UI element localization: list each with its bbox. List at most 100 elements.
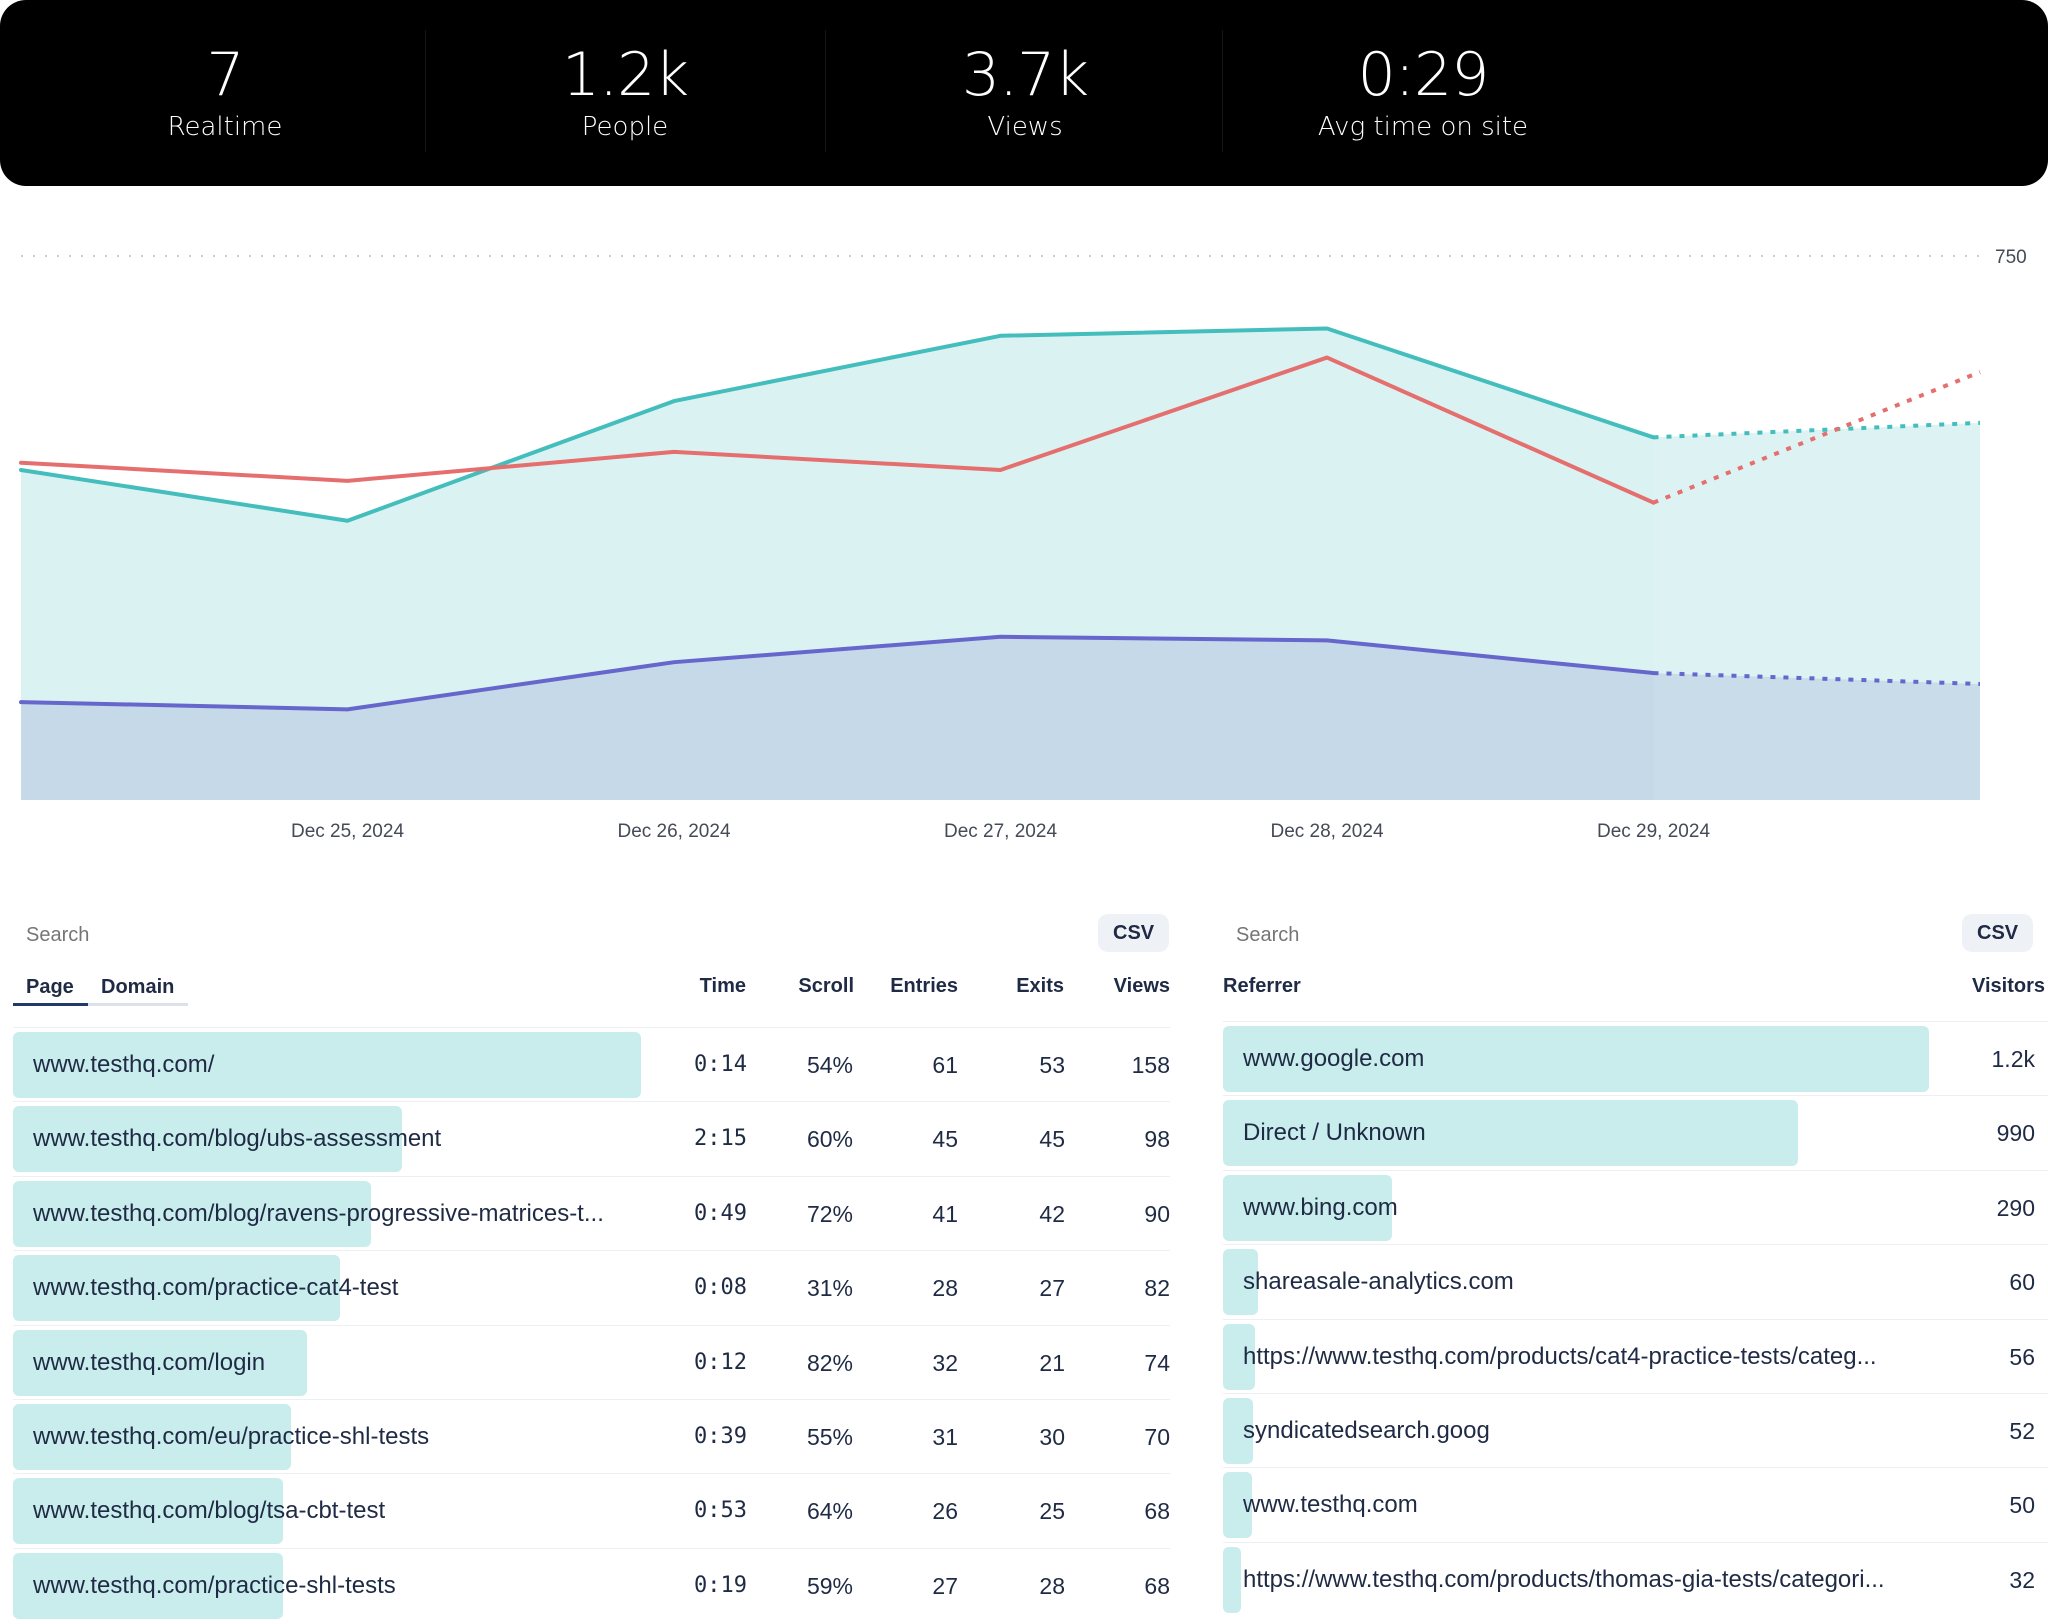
stat-divider	[425, 30, 427, 152]
referrer-name[interactable]: www.google.com	[1243, 1045, 1425, 1072]
page-url[interactable]: www.testhq.com/	[33, 1051, 215, 1078]
page-url[interactable]: www.testhq.com/blog/tsa-cbt-test	[33, 1497, 386, 1525]
exits-cell: 30	[1039, 1424, 1065, 1450]
page-url[interactable]: www.testhq.com/practice-shl-tests	[33, 1571, 396, 1599]
col-visitors-header[interactable]: Visitors	[1972, 975, 2045, 997]
table-row[interactable]: shareasale-analytics.com 60	[1223, 1244, 2048, 1318]
col-referrer-header[interactable]: Referrer	[1223, 975, 1301, 997]
col-exits-header[interactable]: Exits	[1016, 975, 1064, 997]
table-row[interactable]: Direct / Unknown 990	[1223, 1095, 2048, 1169]
stat-value: 0:29	[1357, 40, 1490, 110]
col-views-header[interactable]: Views	[1113, 975, 1170, 997]
stat-value: 1.2k	[561, 40, 689, 110]
views-cell: 158	[1131, 1052, 1170, 1078]
table-row[interactable]: syndicatedsearch.goog 52	[1223, 1393, 2048, 1467]
scroll-cell: 60%	[806, 1126, 853, 1153]
stat-avg-time[interactable]: 0:29 Avg time on site	[1223, 0, 1623, 160]
entries-cell: 31	[932, 1424, 958, 1450]
entries-cell: 32	[932, 1349, 958, 1376]
series-0-line[interactable]	[19, 326, 1656, 523]
entries-cell: 41	[932, 1200, 958, 1227]
referrer-name[interactable]: Direct / Unknown	[1243, 1119, 1426, 1147]
visitors-bar	[1223, 1398, 1254, 1464]
entries-cell: 61	[932, 1052, 958, 1078]
visitors-cell: 1.2k	[1991, 1046, 2035, 1072]
visitors-cell: 290	[1996, 1194, 2035, 1221]
stat-realtime[interactable]: 7 Realtime	[25, 0, 425, 160]
table-row[interactable]: www.testhq.com/blog/ravens-progressive-m…	[13, 1175, 1170, 1250]
stat-divider	[1222, 30, 1224, 152]
x-tick-label: Dec 29, 2024	[1597, 821, 1710, 842]
series-2-forecast	[1653, 671, 1981, 686]
stat-views[interactable]: 3.7k Views	[825, 0, 1225, 160]
scroll-cell: 55%	[806, 1424, 853, 1450]
referrers-search-input[interactable]	[1236, 920, 1636, 950]
chart-lines	[19, 326, 1981, 712]
page-url[interactable]: www.testhq.com/blog/ubs-assessment	[33, 1125, 442, 1153]
pages-search-input[interactable]	[26, 920, 426, 950]
referrer-name[interactable]: www.testhq.com	[1243, 1491, 1418, 1519]
tab-page[interactable]: Page	[26, 976, 74, 998]
table-row[interactable]: www.testhq.com/practice-shl-tests 0:19 59%…	[13, 1547, 1170, 1622]
stat-people[interactable]: 1.2k People	[425, 0, 825, 160]
visitors-cell: 32	[2009, 1566, 2035, 1593]
tab-domain[interactable]: Domain	[101, 976, 175, 998]
col-entries-header[interactable]: Entries	[890, 975, 958, 997]
scroll-cell: 59%	[806, 1572, 853, 1599]
page-url[interactable]: www.testhq.com/practice-cat4-test	[33, 1274, 399, 1302]
views-cell: 82	[1144, 1275, 1170, 1302]
series-2-line[interactable]	[19, 634, 1656, 712]
table-row[interactable]: https://www.testhq.com/products/cat4-pra…	[1223, 1318, 2048, 1393]
traffic-chart[interactable]: 750 Dec 25, 2024 Dec 26, 2024 Dec 27, 2024…	[0, 220, 2048, 860]
views-bar	[13, 1404, 292, 1470]
series-1-line[interactable]	[19, 355, 1656, 505]
page-url[interactable]: www.testhq.com/login	[33, 1348, 266, 1376]
referrer-name[interactable]: syndicatedsearch.goog	[1243, 1417, 1490, 1444]
referrer-name[interactable]: https://www.testhq.com/products/cat4-pra…	[1243, 1342, 1877, 1370]
table-row[interactable]: www.testhq.com/practice-cat4-test 0:08 31%…	[13, 1250, 1170, 1324]
tab-page-underline	[13, 1003, 88, 1006]
exits-cell: 28	[1039, 1572, 1065, 1599]
scroll-cell: 64%	[806, 1498, 853, 1525]
series-2-area	[21, 636, 1980, 800]
table-row[interactable]: www.testhq.com/blog/ubs-assessment 2:15 60…	[13, 1101, 1170, 1175]
table-row[interactable]: www.testhq.com 50	[1223, 1467, 2048, 1541]
table-row[interactable]: https://www.testhq.com/products/thomas-g…	[1223, 1541, 2048, 1616]
forecast-region	[1653, 256, 1980, 800]
time-cell: 2:15	[694, 1126, 747, 1152]
visitors-bar	[1223, 1249, 1259, 1316]
stat-label: Avg time on site	[1317, 112, 1529, 142]
col-scroll-header[interactable]: Scroll	[798, 975, 854, 997]
views-bar	[13, 1552, 284, 1619]
y-tick-label: 750	[1995, 247, 2027, 268]
page-url[interactable]: www.testhq.com/blog/ravens-progressive-m…	[33, 1199, 604, 1227]
referrer-name[interactable]: www.bing.com	[1243, 1193, 1398, 1221]
stat-value: 7	[206, 40, 244, 110]
col-time-header[interactable]: Time	[699, 975, 746, 997]
visitors-bar	[1223, 1323, 1256, 1390]
stat-label: Realtime	[167, 112, 283, 142]
table-row[interactable]: www.google.com 1.2k	[1223, 1021, 2048, 1095]
entries-cell: 27	[932, 1572, 958, 1599]
scroll-cell: 54%	[806, 1052, 853, 1078]
referrers-csv-button[interactable]: CSV	[1962, 914, 2034, 952]
table-row[interactable]: www.testhq.com/login 0:12 82% 32 21 74	[13, 1324, 1170, 1399]
time-cell: 0:08	[694, 1275, 747, 1301]
time-cell: 0:49	[694, 1200, 747, 1226]
x-tick-label: Dec 28, 2024	[1270, 821, 1383, 842]
chart-x-ticks: Dec 25, 2024 Dec 26, 2024 Dec 27, 2024 Dec …	[291, 821, 1710, 842]
tab-underline	[88, 1003, 188, 1006]
referrer-name[interactable]: shareasale-analytics.com	[1243, 1268, 1514, 1296]
table-row[interactable]: www.testhq.com/0:14 54% 61 53 158	[13, 1027, 1170, 1101]
stats-bar: 7 Realtime 1.2k People 3.7k Views 0:29 A…	[0, 0, 2048, 186]
page-url[interactable]: www.testhq.com/eu/practice-shl-tests	[33, 1423, 430, 1450]
views-cell: 70	[1144, 1424, 1170, 1450]
time-cell: 0:19	[694, 1572, 747, 1598]
table-row[interactable]: www.bing.com 290	[1223, 1169, 2048, 1244]
table-row[interactable]: www.testhq.com/eu/practice-shl-tests 0:39…	[13, 1399, 1170, 1473]
pages-csv-button[interactable]: CSV	[1098, 914, 1170, 952]
pages-panel: CSV Page Domain Time Scroll Entries Exit…	[0, 900, 1180, 1624]
table-row[interactable]: www.testhq.com/blog/tsa-cbt-test 0:53 64% 2…	[13, 1473, 1170, 1547]
time-cell: 0:53	[694, 1498, 747, 1524]
referrer-name[interactable]: https://www.testhq.com/products/thomas-g…	[1243, 1565, 1885, 1593]
